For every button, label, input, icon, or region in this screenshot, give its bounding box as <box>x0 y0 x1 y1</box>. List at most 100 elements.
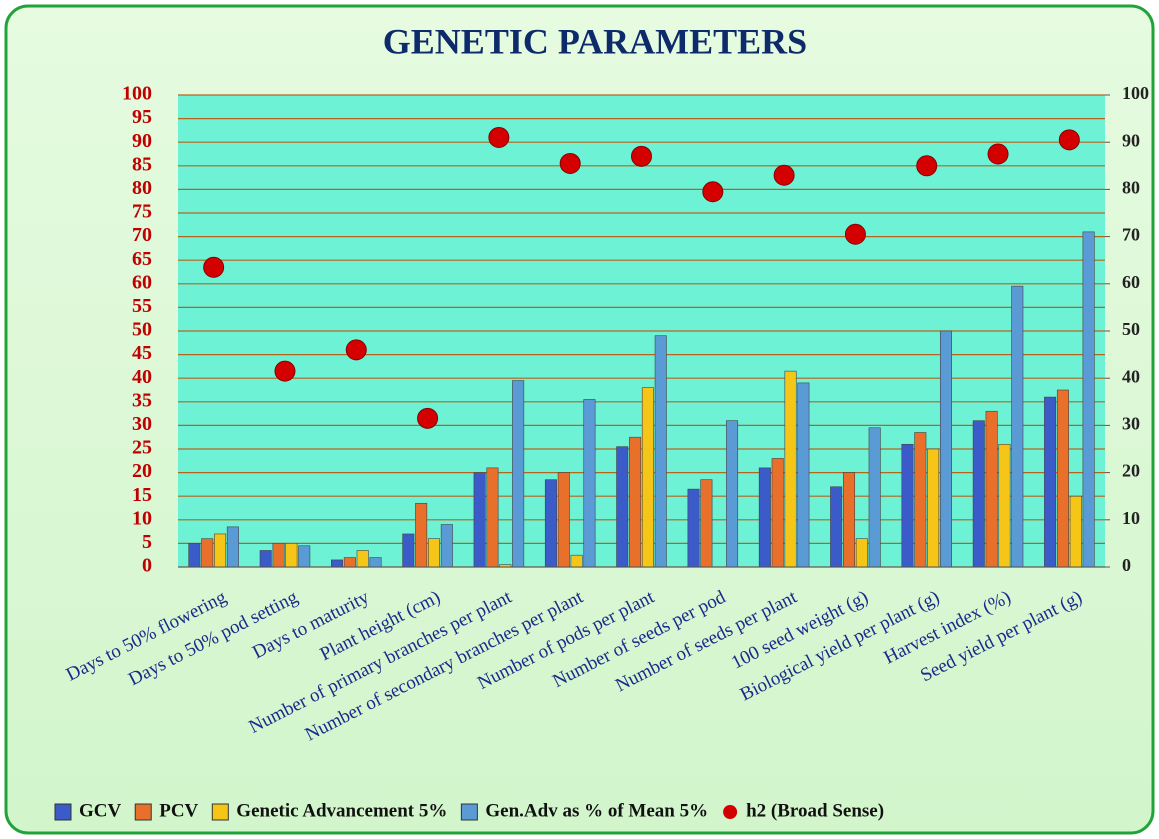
y-tick-label: 80 <box>132 177 152 199</box>
y-tick-label: 40 <box>132 366 152 388</box>
bar <box>1069 495 1082 568</box>
legend-label: GCV <box>79 800 122 821</box>
y-tick-label: 65 <box>132 248 152 270</box>
y-tick-label: 55 <box>132 295 152 317</box>
bar <box>214 533 227 568</box>
y2-tick-label: 0 <box>1122 555 1131 575</box>
chart-title: GENETIC PARAMETERS <box>383 21 807 61</box>
h2-point <box>844 223 866 245</box>
bar <box>486 467 499 568</box>
h2-point <box>987 143 1009 165</box>
y2-tick-label: 50 <box>1122 319 1140 339</box>
bar <box>226 526 239 568</box>
h2-point <box>488 126 510 148</box>
legend-swatch <box>723 805 738 819</box>
bar <box>343 557 356 568</box>
bar <box>700 479 713 568</box>
y-tick-label: 90 <box>132 130 152 152</box>
y2-tick-label: 90 <box>1122 130 1140 150</box>
legend-swatch <box>211 803 229 821</box>
bar <box>570 554 583 568</box>
bar <box>998 443 1011 568</box>
bar <box>927 448 940 568</box>
bar <box>544 479 557 568</box>
y-tick-label: 60 <box>132 271 152 293</box>
legend-label: Gen.Adv as % of Mean 5% <box>485 800 708 821</box>
legend-swatch <box>134 803 152 821</box>
bar <box>914 432 927 568</box>
y-tick-label: 25 <box>132 437 152 459</box>
legend-swatch <box>54 803 72 821</box>
bar <box>726 420 739 568</box>
bar <box>901 443 914 568</box>
y-tick-label: 20 <box>132 460 152 482</box>
bar <box>201 538 214 568</box>
bar <box>641 387 654 568</box>
bar <box>629 436 642 568</box>
y2-tick-label: 40 <box>1122 366 1140 386</box>
bar <box>771 458 784 568</box>
bar <box>331 559 344 568</box>
y-tick-label: 70 <box>132 224 152 246</box>
y-tick-label: 15 <box>132 484 152 506</box>
bar <box>259 550 272 568</box>
legend-label: h2 (Broad Sense) <box>746 800 884 821</box>
bar <box>298 545 311 568</box>
bar <box>427 538 440 568</box>
bar <box>939 330 952 568</box>
y-tick-label: 85 <box>132 153 152 175</box>
h2-point <box>274 360 296 382</box>
y2-tick-label: 10 <box>1122 508 1140 528</box>
y2-tick-label: 20 <box>1122 461 1140 481</box>
bar <box>583 399 596 568</box>
y-tick-label: 45 <box>132 342 152 364</box>
bar <box>843 472 856 568</box>
y2-tick-label: 30 <box>1122 414 1140 434</box>
bar <box>512 380 525 568</box>
bar <box>855 538 868 568</box>
bar <box>797 382 810 568</box>
bar <box>687 488 700 568</box>
legend-swatch <box>460 803 478 821</box>
y-tick-label: 50 <box>132 319 152 341</box>
bar <box>830 486 843 568</box>
h2-point <box>631 145 652 167</box>
h2-point <box>916 155 938 177</box>
bar <box>440 524 453 568</box>
bar <box>188 543 201 568</box>
bar <box>985 410 998 568</box>
y-tick-label: 35 <box>132 389 152 411</box>
bar <box>972 420 985 568</box>
h2-point <box>559 152 581 174</box>
bar <box>402 533 415 568</box>
y-tick-label: 100 <box>122 83 152 105</box>
bar <box>1082 231 1095 568</box>
y-tick-label: 10 <box>132 507 152 529</box>
y2-tick-label: 60 <box>1122 272 1140 292</box>
h2-point <box>1058 129 1080 151</box>
y2-tick-label: 80 <box>1122 178 1140 198</box>
bar <box>758 467 771 568</box>
bar <box>1056 389 1069 568</box>
bar <box>654 335 667 568</box>
bar <box>784 370 797 568</box>
h2-point <box>203 256 225 278</box>
bar <box>868 427 881 568</box>
bar <box>1044 396 1057 568</box>
bar <box>557 472 570 568</box>
bar <box>616 446 629 568</box>
y-tick-label: 30 <box>132 413 152 435</box>
h2-point <box>702 181 724 203</box>
bar <box>369 557 382 568</box>
y-tick-label: 0 <box>142 555 152 577</box>
y-tick-label: 5 <box>142 531 152 553</box>
bar <box>285 543 298 568</box>
legend-label: PCV <box>159 800 198 821</box>
y-tick-label: 95 <box>132 106 152 128</box>
legend-label: Genetic Advancement 5% <box>236 800 447 821</box>
h2-point <box>345 339 367 361</box>
bar <box>415 502 428 568</box>
h2-point <box>417 407 439 429</box>
y-tick-label: 75 <box>132 201 152 223</box>
